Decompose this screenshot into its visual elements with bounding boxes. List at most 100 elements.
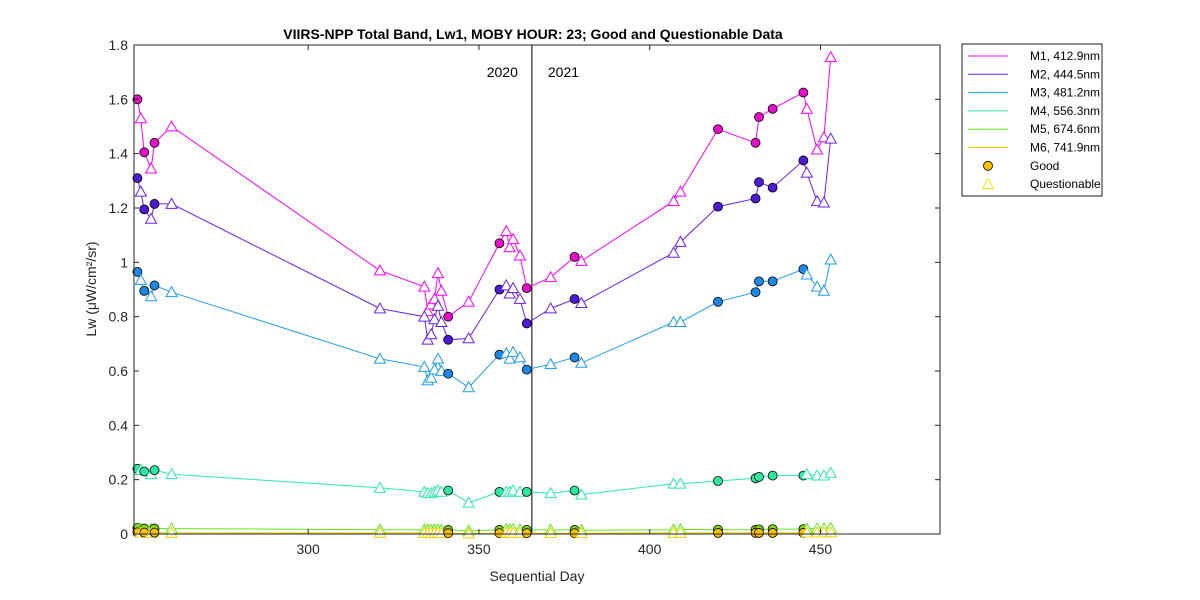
good-point (139, 204, 150, 215)
questionable-point (506, 484, 520, 496)
x-tick-label: 450 (809, 541, 833, 557)
questionable-point (134, 111, 148, 124)
good-point (569, 294, 580, 304)
good-point (750, 287, 761, 298)
y-axis-label: Lw (μW/cm²/sr) (83, 241, 99, 336)
questionable-point (575, 296, 588, 308)
questionable-point (544, 301, 558, 314)
questionable-point (575, 356, 588, 368)
questionable-point (462, 380, 476, 393)
legend-box (961, 43, 1103, 197)
good-point (443, 368, 454, 379)
good-point (798, 87, 809, 98)
questionable-point (373, 263, 387, 276)
questionable-point (513, 292, 527, 304)
good-point (139, 466, 150, 477)
y-tick-label: 0.2 (109, 472, 129, 488)
questionable-point (462, 295, 476, 307)
questionable-point (824, 253, 838, 265)
good-point (139, 147, 150, 158)
questionable-point (165, 526, 178, 538)
y-tick-label: 1 (120, 254, 128, 270)
good-point (767, 528, 778, 538)
good-point (754, 112, 764, 122)
questionable-point (810, 280, 824, 292)
questionable-point (810, 143, 824, 155)
legend-label: M3, 481.2nm (1030, 86, 1100, 100)
questionable-point (544, 357, 558, 370)
good-point (569, 251, 580, 262)
questionable-point (428, 363, 441, 375)
good-point (149, 465, 160, 476)
good-point (713, 296, 723, 307)
questionable-point (674, 477, 687, 489)
questionable-point (373, 352, 387, 364)
good-point (149, 199, 160, 209)
questionable-point (431, 352, 445, 364)
questionable-point (462, 496, 476, 508)
questionable-point (800, 526, 814, 538)
questionable-point (435, 284, 448, 296)
good-point (569, 485, 580, 496)
y-tick-label: 1.8 (109, 37, 129, 53)
questionable-point (513, 350, 527, 363)
questionable-point (499, 278, 513, 291)
questionable-point (674, 315, 687, 327)
legend-questionable-marker (981, 177, 995, 189)
questionable-point (373, 301, 387, 314)
good-point (521, 318, 532, 329)
y-tick-label: 1.2 (109, 200, 129, 216)
questionable-point (424, 371, 438, 383)
legend-label: M6, 741.9nm (1030, 141, 1100, 155)
good-point (713, 476, 723, 486)
good-point (754, 177, 764, 188)
questionable-point (824, 50, 838, 63)
y-tick-label: 0.6 (109, 363, 129, 379)
x-tick-label: 300 (296, 541, 320, 557)
good-point (754, 528, 764, 538)
y-tick-label: 1.4 (109, 146, 129, 162)
questionable-point (674, 235, 687, 247)
questionable-point (817, 130, 831, 143)
good-point (767, 103, 778, 114)
questionable-point (373, 481, 387, 493)
legend-label: M2, 444.5nm (1030, 67, 1100, 81)
good-point (443, 311, 454, 322)
good-point (569, 352, 580, 363)
questionable-point (417, 360, 431, 372)
questionable-point (431, 299, 445, 311)
questionable-point (506, 281, 520, 294)
questionable-point (824, 132, 838, 144)
questionable-point (503, 352, 517, 364)
good-point (754, 472, 764, 482)
questionable-point (144, 162, 158, 174)
questionable-point (424, 327, 438, 340)
good-point (443, 528, 454, 539)
questionable-point (503, 240, 517, 253)
good-point (521, 528, 532, 539)
legend-label: Questionable (1030, 177, 1101, 191)
legend-good-marker (983, 160, 993, 171)
questionable-point (544, 486, 558, 499)
questionable-point (134, 273, 148, 285)
good-point (767, 276, 778, 287)
questionable-point (431, 266, 445, 279)
good-point (754, 276, 764, 287)
legend-label: M1, 412.9nm (1030, 49, 1100, 63)
good-point (149, 137, 160, 148)
good-point (521, 364, 532, 375)
questionable-point (144, 212, 158, 224)
questionable-point (817, 284, 831, 296)
questionable-point (575, 488, 588, 500)
legend-label: M4, 556.3nm (1030, 104, 1100, 118)
year-label-right: 2021 (548, 64, 579, 80)
questionable-point (462, 526, 476, 539)
questionable-point (506, 232, 520, 245)
chart-title: VIIRS-NPP Total Band, Lw1, MOBY HOUR: 23… (283, 26, 783, 42)
questionable-point (824, 466, 838, 478)
good-point (443, 334, 454, 345)
good-point (443, 485, 454, 496)
plot-area (134, 45, 940, 534)
questionable-point (165, 285, 178, 298)
